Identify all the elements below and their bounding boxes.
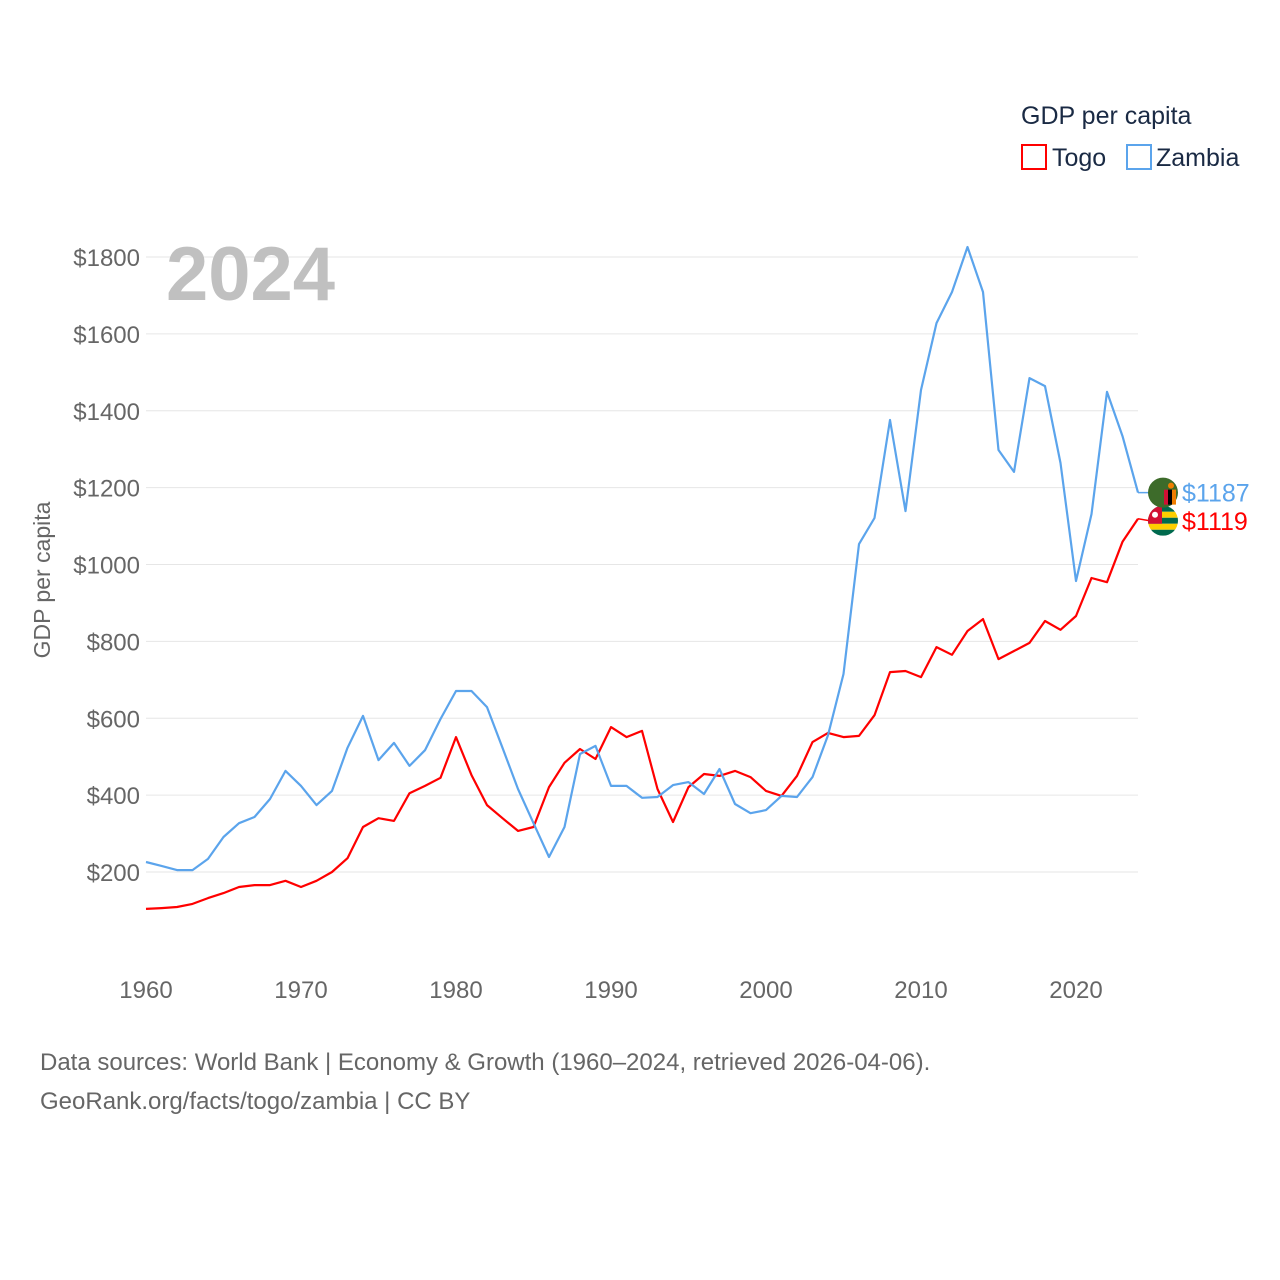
- zambia-flag-icon: [1148, 477, 1178, 508]
- flag-star: [1152, 511, 1158, 518]
- flag-eagle: [1168, 482, 1174, 489]
- flag-stripe: [1148, 511, 1178, 518]
- flag-stripe: [1148, 517, 1178, 524]
- y-tick-label: $1000: [73, 553, 140, 580]
- togo-flag-icon: [1148, 505, 1178, 536]
- y-tick-label: $200: [87, 860, 140, 887]
- y-tick-label: $1200: [73, 476, 140, 503]
- end-value-label-zambia: $1187: [1182, 480, 1250, 508]
- end-labels: $1119$1187: [1137, 477, 1250, 536]
- flag-stripe: [1168, 489, 1172, 505]
- y-tick-label: $1400: [73, 399, 140, 426]
- y-axis-ticks: $200 $400 $600 $800 $1000 $1200 $1400 $1600 $180…: [73, 245, 140, 887]
- x-axis-ticks: 1960 1970 1980 1990 2000 2010 2020: [119, 977, 1102, 1004]
- y-tick-label: $1600: [73, 322, 140, 349]
- flag-stripe: [1172, 489, 1176, 505]
- y-tick-label: $800: [87, 629, 140, 656]
- x-tick-label: 2020: [1049, 977, 1102, 1004]
- series-lines: [145, 245, 1140, 910]
- legend-label-zambia[interactable]: Zambia: [1156, 144, 1239, 172]
- y-tick-label: $1800: [73, 245, 140, 272]
- year-label: 2024: [166, 232, 335, 317]
- x-tick-label: 1980: [429, 977, 482, 1004]
- flag-stripe: [1164, 489, 1168, 505]
- flag-stripe: [1148, 523, 1178, 530]
- series-line-zambia: [145, 245, 1140, 872]
- series-line-togo: [145, 518, 1139, 910]
- legend-swatch-togo: [1021, 144, 1047, 170]
- x-tick-label: 1960: [119, 977, 172, 1004]
- gdp-line-chart: 2024 $200 $400 $600 $800 $1000 $1200 $1400 $160…: [29, 102, 1250, 1004]
- source-link[interactable]: GeoRank.org/facts/togo/zambia | CC BY: [40, 1088, 471, 1115]
- y-tick-label: $600: [87, 706, 140, 733]
- legend-title: GDP per capita: [1021, 102, 1192, 130]
- end-value-label-togo: $1119: [1182, 508, 1248, 536]
- legend-swatch-zambia: [1126, 144, 1152, 170]
- legend-label-togo[interactable]: Togo: [1052, 144, 1106, 172]
- end-connector: [1137, 518, 1151, 522]
- x-tick-label: 1970: [274, 977, 327, 1004]
- x-tick-label: 1990: [584, 977, 637, 1004]
- y-tick-label: $400: [87, 783, 140, 810]
- footer: Data sources: World Bank | Economy & Gro…: [40, 1043, 930, 1121]
- flag-stripe: [1148, 505, 1178, 512]
- flag-stripe: [1148, 529, 1178, 536]
- y-axis-label: GDP per capita: [29, 501, 55, 658]
- flag-body: [1148, 505, 1178, 536]
- legend: GDP per capita Togo Zambia: [1021, 102, 1239, 172]
- data-sources: Data sources: World Bank | Economy & Gro…: [40, 1049, 931, 1076]
- gridlines: [146, 256, 1138, 873]
- x-tick-label: 2010: [894, 977, 947, 1004]
- x-tick-label: 2000: [739, 977, 792, 1004]
